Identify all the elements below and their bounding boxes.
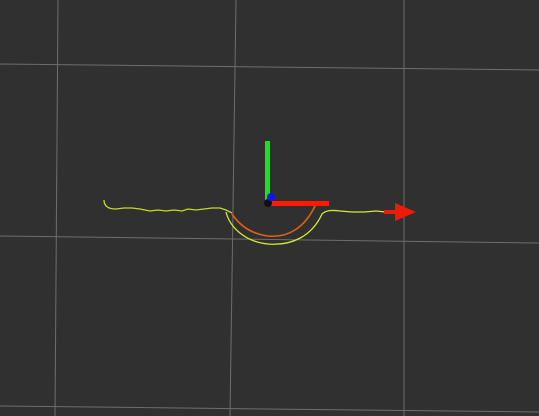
grid-line: [0, 63, 539, 71]
x-axis-bar: [269, 201, 329, 206]
grid-line: [0, 405, 539, 413]
goal-arrow-shaft: [384, 210, 398, 214]
grid-line: [0, 235, 539, 244]
planned-path: [231, 203, 317, 238]
robot-frame-axes: [264, 141, 329, 207]
grid-line: [229, 0, 237, 416]
origin-dot: [264, 199, 272, 207]
z-axis-dot: [267, 193, 275, 201]
goal-arrow-head: [395, 203, 416, 221]
y-axis-bar: [265, 141, 270, 201]
odometry-path-lower: [225, 209, 396, 245]
grid-line: [54, 0, 59, 416]
odometry-path-upper: [103, 199, 233, 214]
goal-arrow-icon[interactable]: [384, 203, 416, 221]
